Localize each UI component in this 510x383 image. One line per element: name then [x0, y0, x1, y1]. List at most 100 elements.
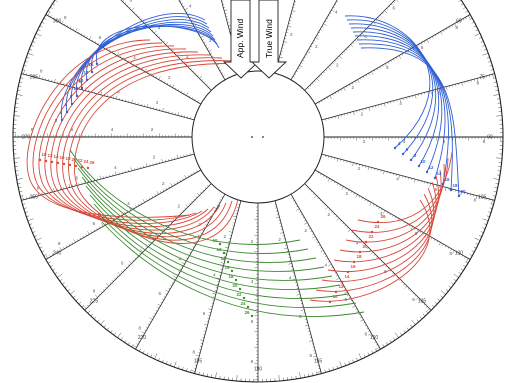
spoke-tick	[324, 98, 326, 101]
spoke-tick	[189, 203, 191, 205]
spoke-scale-label: 2	[153, 155, 156, 160]
blue-curve-label-right: 4	[398, 141, 401, 146]
spoke-tick	[275, 216, 280, 219]
spoke-tick	[336, 57, 339, 60]
radial-spoke	[304, 183, 432, 311]
rim-tick	[97, 319, 100, 323]
spoke-tick	[313, 355, 317, 358]
spoke-tick	[312, 236, 316, 239]
spoke-tick	[206, 47, 209, 49]
spoke-tick	[141, 331, 145, 334]
spoke-tick	[68, 243, 71, 246]
spoke-scale-label: 8	[483, 139, 486, 144]
spoke-tick	[152, 315, 155, 317]
rim-tick	[206, 373, 208, 377]
spoke-tick	[306, 186, 308, 188]
rim-tick	[16, 94, 23, 96]
spoke-tick	[345, 48, 348, 51]
rim-tick	[178, 365, 180, 369]
spoke-tick	[410, 226, 413, 230]
spoke-tick	[78, 31, 80, 34]
spoke-tick	[61, 20, 64, 24]
rim-tick	[475, 242, 479, 245]
spoke-tick	[366, 327, 369, 329]
red-curve-label-right: 14	[344, 274, 350, 279]
rim-tick	[494, 187, 498, 189]
spoke-tick	[321, 202, 324, 204]
spoke-tick	[89, 36, 92, 40]
spoke-tick	[396, 0, 399, 2]
spoke-tick	[320, 73, 323, 76]
spoke-tick	[389, 270, 392, 272]
rim-tick	[278, 375, 280, 382]
green-curve-label: 18	[228, 274, 234, 279]
spoke-tick	[158, 36, 161, 38]
spoke-tick	[178, 271, 180, 273]
spoke-tick	[330, 211, 333, 213]
rim-tick	[490, 69, 494, 71]
spoke-tick	[130, 167, 132, 171]
spoke-tick	[365, 74, 367, 77]
spoke-tick	[140, 249, 144, 253]
spoke-tick	[150, 73, 152, 75]
rim-tick	[493, 94, 500, 96]
spoke-tick	[154, 312, 156, 315]
rim-tick	[202, 372, 204, 376]
rim-tick	[478, 37, 482, 39]
spoke-tick	[320, 173, 322, 176]
rim-tick	[24, 211, 28, 213]
spoke-tick	[103, 289, 105, 291]
spoke-tick	[407, 288, 410, 290]
spoke-tick	[384, 63, 388, 67]
rim-tick	[367, 352, 370, 356]
rim-tick	[474, 237, 481, 241]
rim-tick	[131, 344, 134, 348]
radial-spoke	[45, 169, 202, 260]
apparent-wind-label: App. Wind	[235, 19, 245, 58]
rim-tick	[135, 343, 139, 350]
spoke-tick	[160, 38, 163, 41]
spoke-tick	[346, 227, 349, 229]
spoke-tick	[184, 207, 186, 210]
red-curve-left	[68, 60, 235, 241]
spoke-tick	[166, 82, 168, 85]
spoke-tick	[162, 107, 164, 112]
rim-tick	[34, 37, 38, 39]
rim-tick	[22, 203, 26, 205]
spoke-tick	[195, 354, 200, 357]
rim-tick	[70, 290, 76, 295]
spoke-tick	[475, 195, 478, 200]
rim-tick	[39, 246, 43, 249]
spoke-scale-label: 4	[325, 262, 328, 267]
spoke-tick	[291, 197, 294, 199]
spoke-tick	[199, 339, 204, 341]
rim-tick	[332, 367, 334, 371]
spoke-tick	[395, 216, 397, 219]
spoke-scale-label: 2	[305, 228, 308, 233]
spoke-tick	[379, 14, 382, 17]
spoke-scale-label: 2	[209, 38, 212, 43]
spoke-tick	[304, 56, 306, 59]
rim-degree-label: 150	[370, 335, 379, 341]
curve-marker	[417, 164, 421, 168]
spoke-tick	[114, 277, 116, 280]
spoke-tick	[224, 246, 229, 249]
rim-tick	[59, 279, 63, 282]
spoke-tick	[460, 191, 462, 196]
rim-tick	[363, 354, 366, 358]
spoke-scale-label: 4	[396, 177, 399, 182]
spoke-tick	[374, 341, 377, 343]
rim-tick	[64, 285, 68, 288]
spoke-tick	[383, 210, 386, 214]
spoke-tick	[129, 6, 131, 9]
rim-tick	[493, 81, 497, 83]
spoke-tick	[368, 73, 370, 75]
rim-tick	[29, 49, 33, 51]
spoke-scale-label: 4	[117, 89, 120, 94]
spoke-tick	[96, 227, 98, 230]
spoke-tick	[114, 52, 116, 55]
spoke-tick	[133, 345, 137, 348]
rim-tick	[303, 374, 305, 378]
spoke-tick	[447, 247, 450, 249]
spoke-tick	[122, 0, 124, 2]
